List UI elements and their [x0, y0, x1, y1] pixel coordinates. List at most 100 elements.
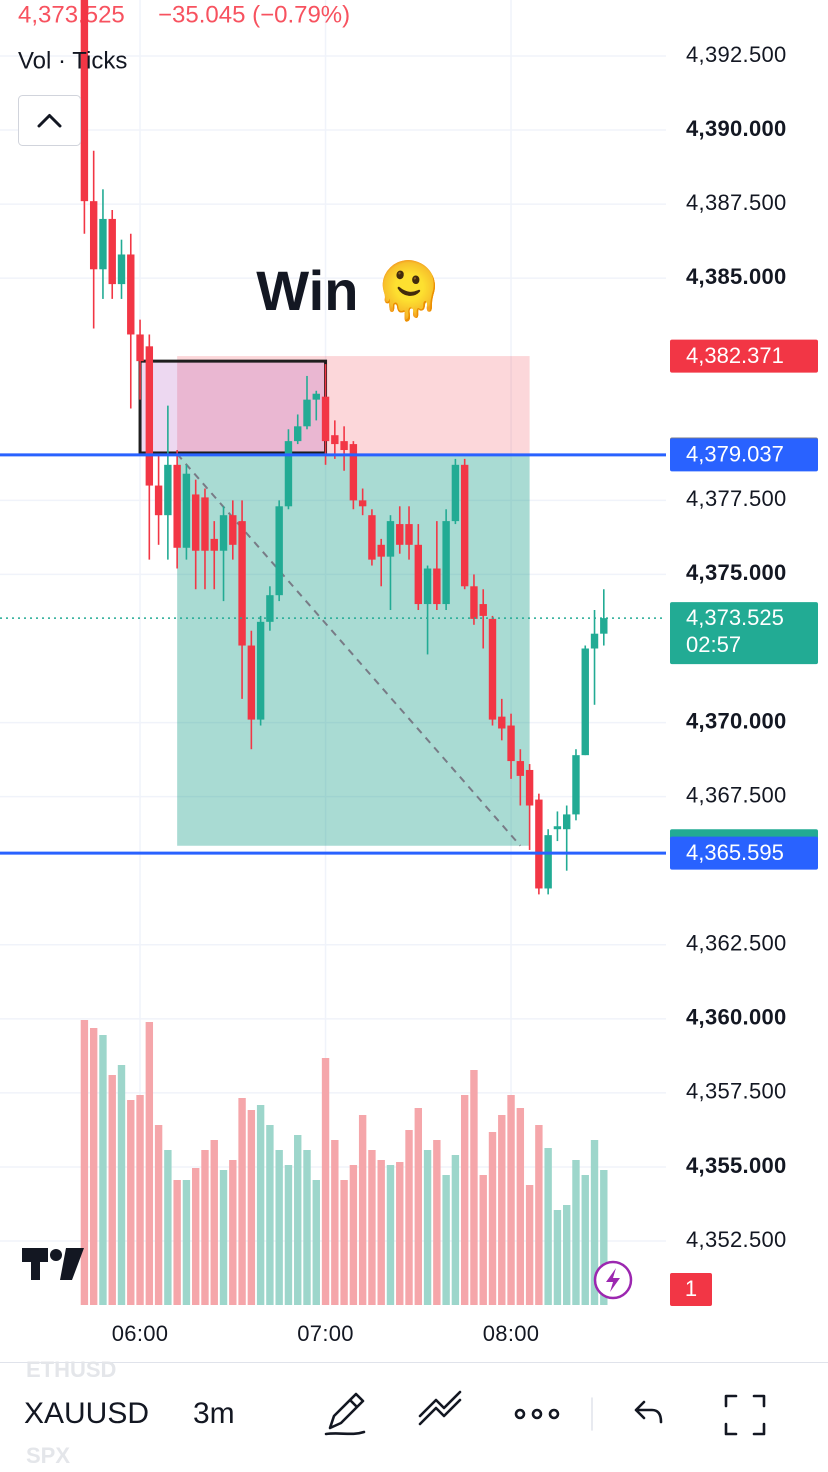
y-tick-label: 4,377.500 [686, 486, 787, 511]
candle-body [229, 515, 237, 545]
volume-bar [321, 1058, 330, 1305]
volume-bar [349, 1165, 358, 1305]
candle-body [600, 618, 608, 634]
indicator-label: Vol · Ticks [18, 47, 127, 74]
undo-icon[interactable] [634, 1400, 663, 1424]
volume-bar [80, 1020, 89, 1305]
line-badge-label: 4,379.037 [686, 442, 784, 467]
candle-body [563, 814, 571, 830]
volume-bar [600, 1170, 608, 1305]
candle-body [507, 725, 515, 762]
volume-bar [275, 1150, 283, 1305]
candle-body [377, 544, 385, 557]
volume-bar [127, 1100, 135, 1305]
stop-badge [670, 339, 818, 373]
volume-bar [488, 1132, 497, 1305]
candle-body [535, 799, 543, 889]
volume-bar [247, 1110, 256, 1305]
y-tick-label: 4,390.000 [686, 116, 787, 141]
candle-body [284, 441, 293, 507]
grid-layer [0, 0, 666, 1305]
volume-bar [368, 1150, 376, 1305]
candle-body [590, 633, 599, 649]
volume-bar [479, 1175, 487, 1305]
candle-body [321, 396, 330, 442]
fullscreen-icon[interactable] [724, 1394, 766, 1436]
axis-layer: 4,392.500 4,390.000 4,387.500 4,385.000 4,37… [112, 42, 818, 1346]
candle-body [192, 494, 200, 551]
lines-layer [0, 453, 666, 855]
candle-body [294, 426, 302, 442]
candle-body [414, 544, 422, 605]
candle-body [312, 393, 320, 400]
volume-bar [154, 1125, 163, 1305]
chevron-up-icon [37, 114, 62, 128]
trend-line [176, 453, 522, 847]
candle-body [256, 621, 265, 720]
symbol-next[interactable]: SPX [26, 1443, 70, 1468]
collapse-button-frame[interactable] [18, 95, 81, 146]
line-badge [670, 438, 818, 472]
symbol-switcher[interactable]: ETHUSD XAUUSD SPX [24, 1357, 149, 1468]
candle-body [405, 524, 413, 545]
candle-body [80, 0, 89, 202]
y-tick-label: 4,370.000 [686, 708, 787, 733]
y-tick-label: 4,360.000 [686, 1005, 787, 1030]
volume-bar [182, 1180, 191, 1305]
trend-tool-icon[interactable] [418, 1390, 462, 1426]
candle-body [266, 595, 274, 622]
candle-body [136, 334, 144, 362]
candle-body [303, 399, 311, 427]
x-tick-label: 07:00 [297, 1321, 354, 1346]
more-dot[interactable] [548, 1408, 560, 1420]
header-price: 4,373.525 [18, 1, 125, 28]
volume-bar [386, 1165, 395, 1305]
y-tick-label: 4,387.500 [686, 190, 787, 215]
y-tick-label: 4,375.000 [686, 560, 787, 585]
candles-layer [80, 0, 608, 895]
win-annotation: Win 🫠 [256, 254, 443, 323]
y-tick-label: 4,357.500 [686, 1079, 787, 1104]
volume-bar [553, 1210, 562, 1305]
volume-bar [266, 1125, 274, 1305]
candle-body [386, 521, 395, 557]
candle-body [238, 521, 246, 646]
candle-body [525, 769, 534, 806]
alerts-badge[interactable] [670, 1273, 712, 1306]
volume-bar [192, 1168, 200, 1305]
candle-body [173, 464, 181, 548]
countdown-label: 02:57 [686, 632, 741, 657]
more-dot[interactable] [514, 1408, 526, 1420]
volume-bar [572, 1160, 580, 1305]
candle-body [89, 201, 98, 270]
candle-body [99, 218, 107, 270]
candle-body [581, 648, 589, 756]
more-icon[interactable] [514, 1408, 560, 1420]
y-tick-label: 4,385.000 [686, 264, 787, 289]
lightning-button[interactable] [593, 1260, 633, 1300]
volume-bar [451, 1155, 460, 1305]
volume-bar [544, 1148, 552, 1305]
logo-part [50, 1249, 62, 1261]
collapse-button[interactable] [18, 95, 81, 146]
volume-bar [396, 1162, 404, 1305]
stop-badge-label: 4,382.371 [686, 343, 784, 368]
symbol-current[interactable]: XAUUSD [24, 1397, 149, 1430]
tradingview-logo [22, 1248, 84, 1280]
last-price-badge [670, 602, 818, 665]
header-change: −35.045 (−0.79%) [158, 1, 350, 28]
volume-bar [108, 1075, 116, 1305]
volume-bar [238, 1098, 246, 1305]
more-dot[interactable] [531, 1408, 543, 1420]
volume-bar [433, 1140, 441, 1305]
symbol-prev[interactable]: ETHUSD [26, 1357, 116, 1382]
brush-icon[interactable] [324, 1392, 366, 1436]
y-tick-label: 4,392.500 [686, 42, 787, 67]
volume-bar [423, 1150, 432, 1305]
candle-body [219, 515, 228, 551]
candle-body [154, 485, 163, 516]
interval-button[interactable]: 3m [193, 1397, 235, 1430]
candle-body [182, 473, 191, 548]
volume-bar [256, 1105, 265, 1305]
candle-body [553, 826, 562, 830]
